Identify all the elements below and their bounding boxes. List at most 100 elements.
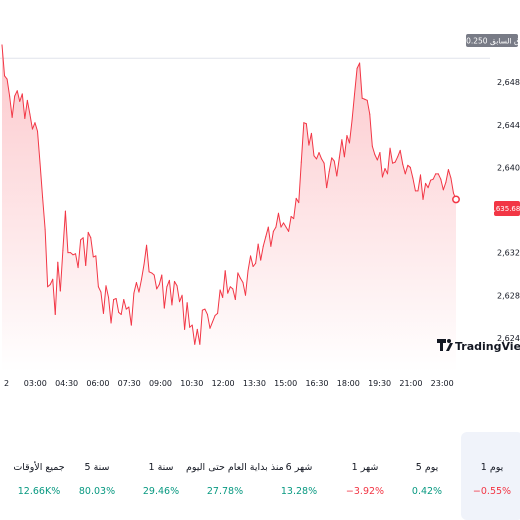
price-line-segment (272, 226, 277, 232)
price-line-segment (151, 272, 155, 276)
performance-periods: جميع الأوقات 12.66K% 5 سنة 80.03% 1 سنة 29.46… (0, 432, 520, 520)
price-line-segment (34, 122, 39, 132)
x-tick-label: 18:00 (337, 379, 360, 388)
period-tab[interactable]: جميع الأوقات 12.66K% (8, 432, 70, 520)
previous-close-tag: الإغلاق السابق (490, 37, 520, 46)
period-label: جميع الأوقات (13, 462, 65, 473)
price-line-segment (333, 160, 338, 177)
tradingview-watermark: TradingView (437, 339, 520, 353)
price-line-segment (21, 93, 26, 119)
price-line-segment (229, 286, 234, 290)
price-line-segment (351, 93, 356, 122)
price-line-segment (120, 299, 125, 315)
price-line-segment (242, 282, 246, 296)
price-line-segment (222, 270, 226, 298)
price-line-segment (128, 306, 132, 326)
price-line-segment (239, 277, 244, 283)
price-line-segment (9, 95, 13, 118)
period-tab[interactable]: 1 يوم −0.55% (461, 432, 520, 520)
price-line-segment (31, 122, 36, 130)
period-label: 6 شهر (285, 462, 313, 473)
price-line-segment (442, 181, 447, 191)
period-change-value: −3.92% (345, 486, 385, 497)
x-tick-label: 09:00 (149, 379, 172, 388)
price-line-segment (409, 166, 414, 179)
price-line-segment (179, 294, 183, 303)
price-line-segment (384, 168, 389, 175)
price-line-segment (97, 286, 102, 293)
period-tab[interactable]: 6 شهر 13.28% (268, 432, 330, 520)
price-line-segment (64, 210, 69, 254)
period-tab[interactable]: 5 يوم 0.42% (396, 432, 458, 520)
price-line-segment (75, 253, 79, 269)
price-line-segment (234, 272, 239, 301)
price-line-segment (6, 78, 11, 97)
price-line-segment (95, 255, 99, 288)
price-line-segment (184, 302, 188, 330)
x-tick-label: 03:00 (24, 379, 47, 388)
price-line-segment (343, 134, 348, 158)
period-tab[interactable]: منذ بداية العام حتى اليوم 27.78% (186, 432, 284, 520)
period-change-value: −0.55% (472, 486, 512, 497)
period-tab[interactable]: 1 سنة 29.46% (130, 432, 192, 520)
price-line-segment (141, 263, 145, 280)
price-line-segment (404, 164, 409, 175)
period-label: 1 يوم (480, 462, 504, 473)
x-tick-label: 10:30 (180, 379, 203, 388)
price-line-segment (293, 197, 297, 220)
price-line-segment (432, 173, 437, 180)
price-line-segment (417, 174, 421, 192)
price-line-segment (199, 309, 203, 345)
price-line-segment (252, 262, 257, 268)
svg-text:الإغلاق السابق 2,650.250: الإغلاق السابق 2,650.250 (449, 37, 520, 46)
period-label: 5 سنة (84, 462, 110, 473)
price-line-segment (379, 152, 383, 178)
price-line-segment (143, 244, 148, 265)
y-tick-label: 2,644.000 (497, 121, 520, 130)
y-tick-label: 2,640.000 (497, 163, 520, 172)
x-tick-label: 07:30 (118, 379, 141, 388)
price-line-segment (133, 282, 137, 294)
price-line-segment (341, 139, 345, 158)
price-chart[interactable]: 2,648.0002,644.0002,640.0002,636.0002,63… (0, 0, 520, 400)
price-line-segment (16, 90, 21, 102)
price-line-segment (346, 134, 350, 144)
period-label: منذ بداية العام حتى اليوم (186, 462, 284, 473)
period-tab[interactable]: 1 شهر −3.92% (334, 432, 396, 520)
price-line-segment (24, 99, 28, 119)
price-line-segment (440, 178, 444, 191)
period-change-value: 13.28% (280, 486, 318, 497)
price-line-segment (69, 252, 74, 256)
price-line-segment (397, 149, 401, 158)
price-line-segment (173, 280, 178, 287)
period-label: 1 شهر (351, 462, 379, 473)
x-tick-label: 13:30 (243, 379, 266, 388)
price-line-segment (191, 324, 196, 345)
price-line-segment (425, 182, 429, 189)
price-line-segment (305, 123, 310, 146)
price-line-segment (366, 99, 371, 115)
price-line-segment (146, 244, 150, 273)
price-line-segment (257, 243, 262, 261)
price-line-segment (313, 155, 317, 160)
price-line-segment (115, 297, 120, 313)
x-tick-label: 19:30 (368, 379, 391, 388)
price-line-segment (209, 321, 214, 329)
period-label: 1 سنة (148, 462, 174, 473)
price-line (1, 44, 457, 345)
price-line-segment (318, 152, 323, 160)
price-line-segment (186, 302, 191, 328)
price-line-segment (194, 328, 198, 345)
price-line-segment (224, 270, 229, 294)
y-tick-label: 2,624.000 (497, 334, 520, 343)
price-line-segment (419, 174, 424, 200)
price-line-segment (87, 231, 92, 239)
price-line-segment (260, 245, 264, 261)
price-line-segment (338, 139, 343, 159)
price-line-segment (381, 168, 386, 178)
price-line-segment (214, 312, 219, 317)
price-line-segment (326, 171, 330, 189)
price-line-segment (90, 237, 94, 258)
price-line-segment (394, 156, 399, 163)
period-tab[interactable]: 5 سنة 80.03% (66, 432, 128, 520)
